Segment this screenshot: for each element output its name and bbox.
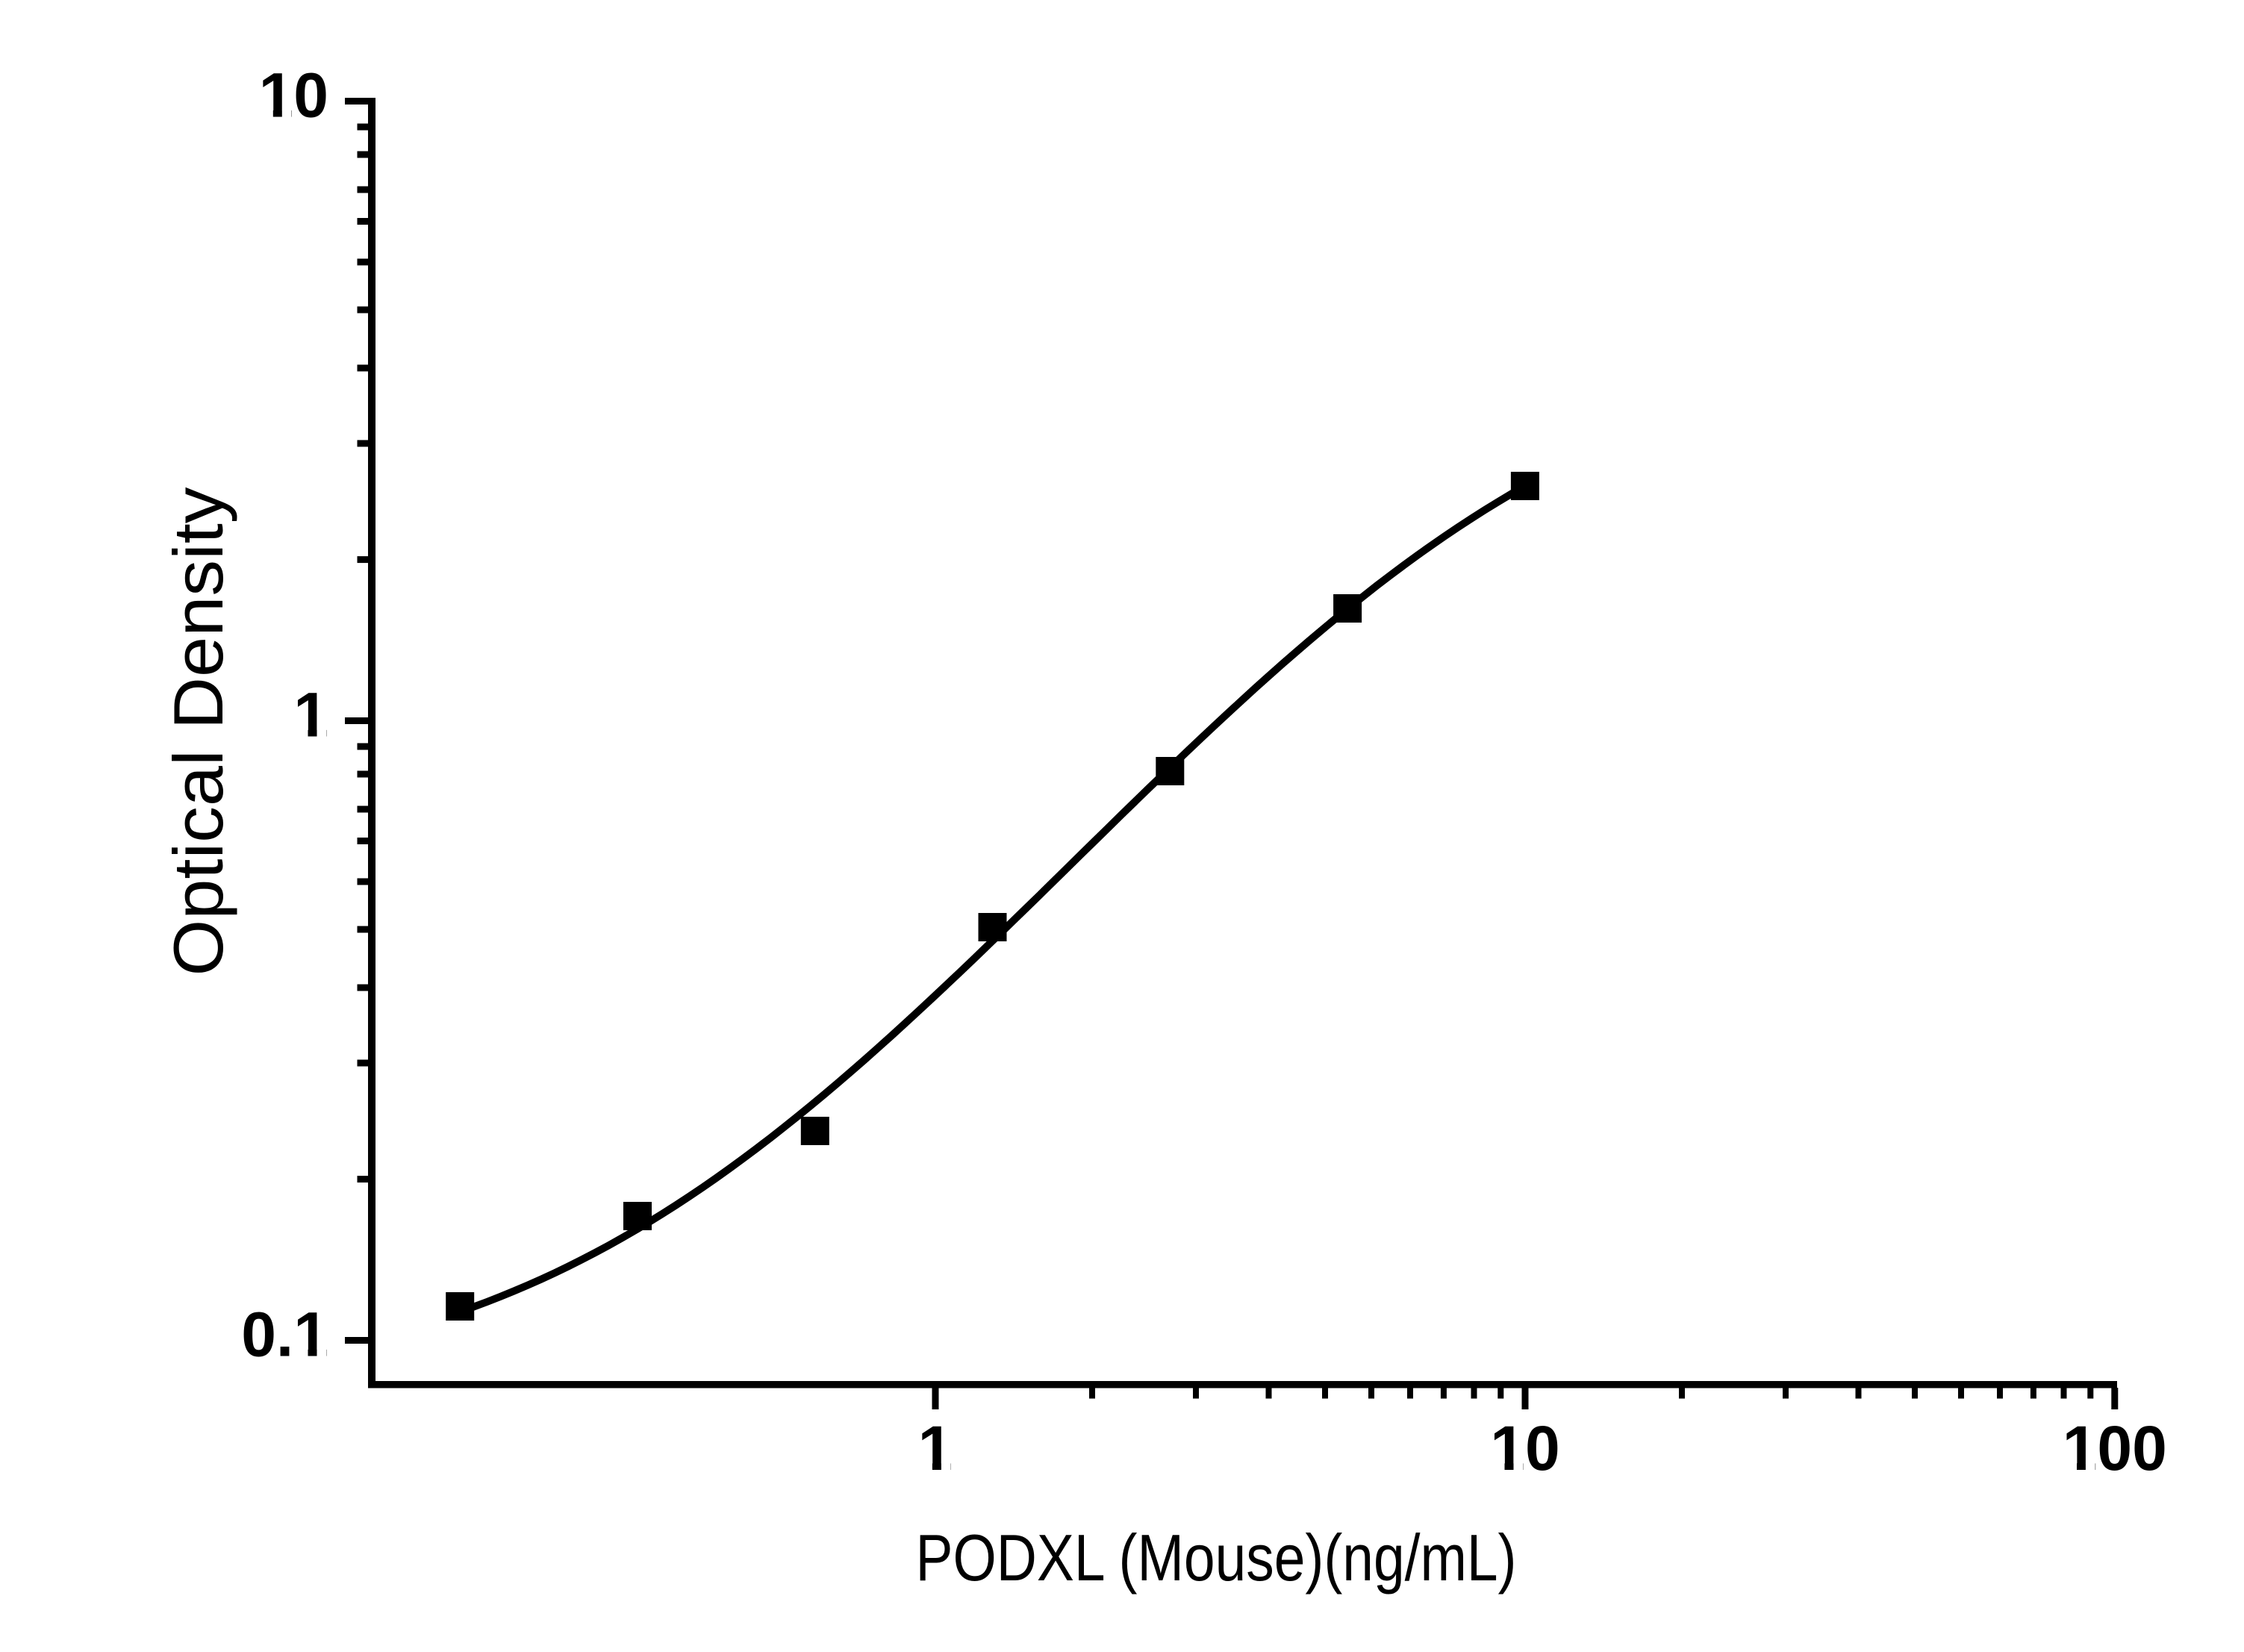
- svg-text:0.1: 0.1: [241, 1300, 328, 1370]
- svg-text:1: 1: [918, 1413, 953, 1483]
- svg-text:10: 10: [1490, 1413, 1559, 1483]
- svg-text:1: 1: [293, 680, 328, 750]
- svg-text:Optical Density: Optical Density: [159, 487, 237, 976]
- svg-text:PODXL (Mouse)(ng/mL): PODXL (Mouse)(ng/mL): [916, 1521, 1517, 1595]
- svg-text:10: 10: [259, 60, 328, 131]
- svg-text:100: 100: [2063, 1413, 2167, 1483]
